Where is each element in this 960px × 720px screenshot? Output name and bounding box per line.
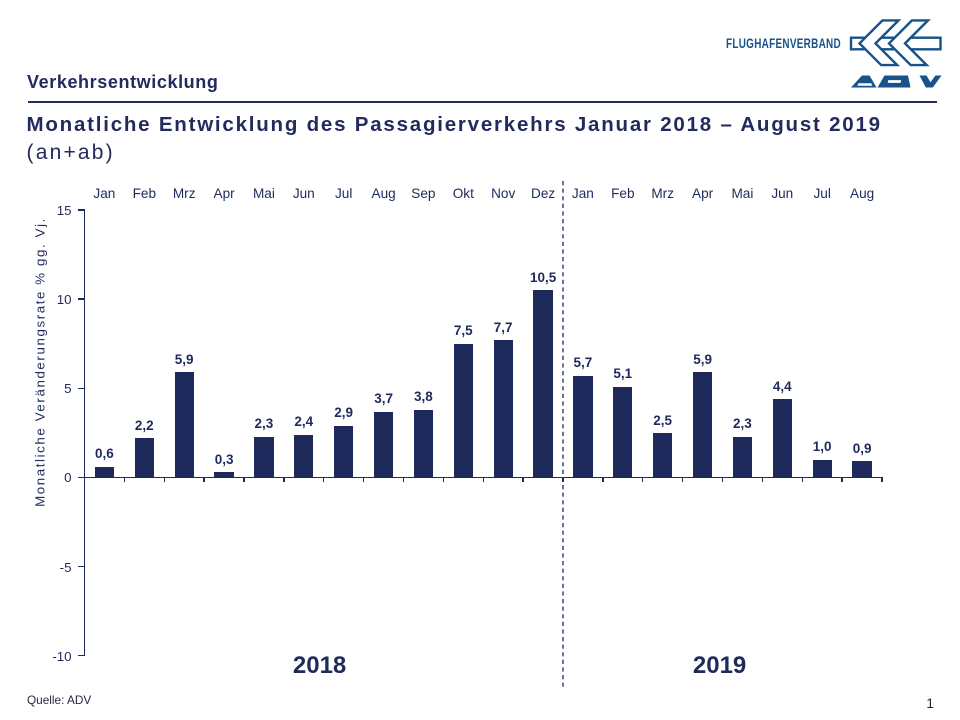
svg-text:Monatliche Veränderungsrate %: Monatliche Veränderungsrate % gg. Vj. xyxy=(33,217,48,507)
